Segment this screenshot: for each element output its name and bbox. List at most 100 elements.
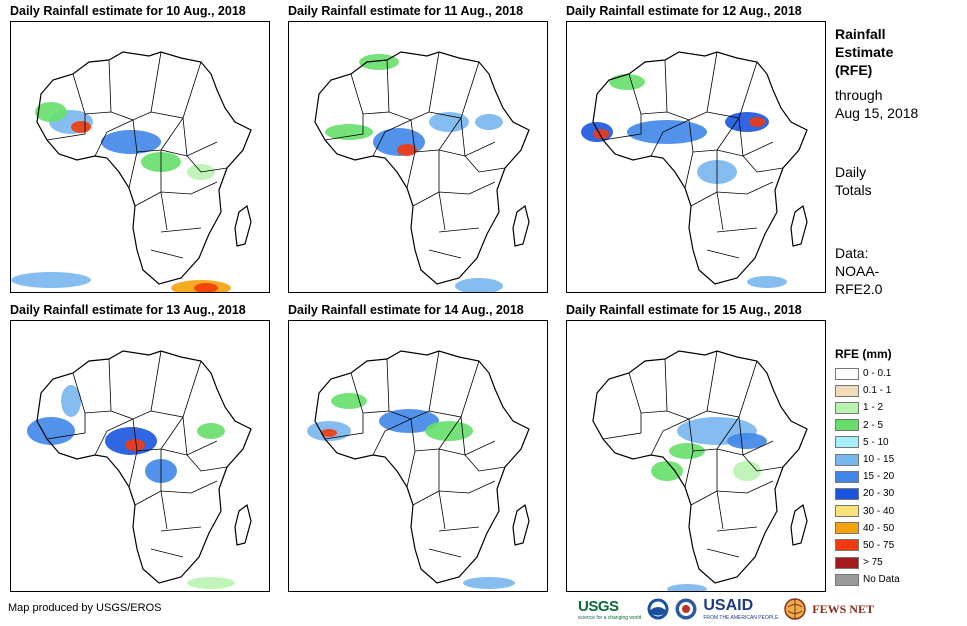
country-border xyxy=(438,480,496,494)
country-border xyxy=(716,227,758,233)
country-border xyxy=(410,416,462,452)
rainfall-area xyxy=(331,393,367,409)
panel-title: Daily Rainfall estimate for 14 Aug., 201… xyxy=(288,303,524,317)
usaid-wordmark: USAID xyxy=(703,597,754,614)
rainfall-area xyxy=(11,272,91,288)
legend-swatch xyxy=(835,436,859,449)
legend-swatch xyxy=(835,556,859,569)
rainfall-map xyxy=(10,320,270,592)
country-border xyxy=(684,450,694,488)
country-border xyxy=(160,227,202,233)
coastline xyxy=(592,350,808,584)
panel-title: Daily Rainfall estimate for 10 Aug., 201… xyxy=(10,4,246,18)
country-border xyxy=(438,227,480,233)
country-border xyxy=(688,416,740,452)
country-border xyxy=(428,548,462,558)
credit-text: Map produced by USGS/EROS xyxy=(8,602,162,614)
rainfall-map xyxy=(288,21,548,293)
legend-item: > 75 xyxy=(835,554,900,571)
country-border xyxy=(132,416,184,452)
rainfall-area xyxy=(321,429,337,437)
legend-swatch xyxy=(835,522,859,535)
legend-label: 1 - 2 xyxy=(863,402,884,414)
country-border xyxy=(94,418,134,456)
legend-item: 5 - 10 xyxy=(835,434,900,451)
legend-item: 30 - 40 xyxy=(835,503,900,520)
rainfall-map xyxy=(566,320,826,592)
rainfall-area xyxy=(667,584,707,591)
legend-label: 10 - 15 xyxy=(863,454,895,466)
country-border xyxy=(412,150,440,207)
map-panel-14aug: Daily Rainfall estimate for 14 Aug., 201… xyxy=(288,302,548,592)
totals-line: Totals xyxy=(835,182,872,198)
country-border xyxy=(738,117,784,173)
legend-item: 0.1 - 1 xyxy=(835,382,900,399)
country-border xyxy=(438,440,496,456)
legend-item: No Data xyxy=(835,571,900,588)
legend-label: 30 - 40 xyxy=(863,505,895,517)
rainfall-area xyxy=(669,443,705,459)
country-border xyxy=(438,181,496,195)
country-border xyxy=(428,249,462,259)
rfe-legend: RFE (mm) 0 - 0.1 0.1 - 1 1 - 2 2 - 5 5 - 10 1… xyxy=(835,347,900,588)
country-border xyxy=(688,117,740,153)
country-border xyxy=(716,141,774,157)
legend-swatch xyxy=(835,384,859,397)
rainfall-area xyxy=(475,114,503,130)
rainfall-area xyxy=(733,461,761,481)
title-line: Estimate xyxy=(835,44,894,60)
title-line: (RFE) xyxy=(835,62,873,78)
legend-swatch xyxy=(835,470,859,483)
rainfall-area xyxy=(627,120,707,144)
coastline xyxy=(314,350,530,584)
legend-label: 5 - 10 xyxy=(863,436,889,448)
rainfall-map xyxy=(288,320,548,592)
rainfall-area xyxy=(397,144,417,156)
country-border xyxy=(706,360,758,418)
country-border xyxy=(438,490,446,530)
africa-map xyxy=(314,51,530,292)
africa-map xyxy=(581,51,808,288)
country-border xyxy=(150,548,184,558)
legend-swatch xyxy=(835,505,859,518)
country-border xyxy=(128,450,138,488)
legend-item: 40 - 50 xyxy=(835,520,900,537)
legend-label: 15 - 20 xyxy=(863,471,895,483)
rainfall-area xyxy=(455,278,503,292)
legend-label: 50 - 75 xyxy=(863,539,895,551)
coastline xyxy=(36,350,252,584)
data-line: NOAA- xyxy=(835,263,880,279)
country-border xyxy=(412,449,440,506)
legend-item: 0 - 0.1 xyxy=(835,365,900,382)
country-border xyxy=(182,117,228,173)
country-border xyxy=(160,480,218,494)
rainfall-area xyxy=(197,423,225,439)
panel-title: Daily Rainfall estimate for 15 Aug., 201… xyxy=(566,303,802,317)
rainfall-area xyxy=(35,102,67,122)
rainfall-area xyxy=(651,461,683,481)
africa-map xyxy=(11,51,252,292)
country-border xyxy=(602,413,642,440)
rainfall-area xyxy=(725,112,769,132)
country-border xyxy=(386,350,440,420)
country-border xyxy=(372,119,412,157)
country-border xyxy=(716,480,774,494)
madagascar-outline xyxy=(234,204,252,247)
totals-line: Daily xyxy=(835,164,867,180)
legend-swatch xyxy=(835,573,859,586)
legend-swatch xyxy=(835,401,859,414)
totals-note: Daily Totals xyxy=(835,163,872,199)
country-border xyxy=(132,117,184,153)
country-border xyxy=(128,151,138,189)
through-value: Aug 15, 2018 xyxy=(835,105,919,121)
country-border xyxy=(406,450,416,488)
country-border xyxy=(150,360,202,418)
map-panel-10aug: Daily Rainfall estimate for 10 Aug., 201… xyxy=(10,3,270,293)
legend-swatch xyxy=(835,419,859,432)
legend-item: 50 - 75 xyxy=(835,537,900,554)
madagascar-outline xyxy=(512,503,530,546)
rainfall-area xyxy=(27,417,75,445)
fews-globe-icon xyxy=(784,598,807,620)
rainfall-area xyxy=(359,54,399,70)
country-border xyxy=(150,61,202,119)
